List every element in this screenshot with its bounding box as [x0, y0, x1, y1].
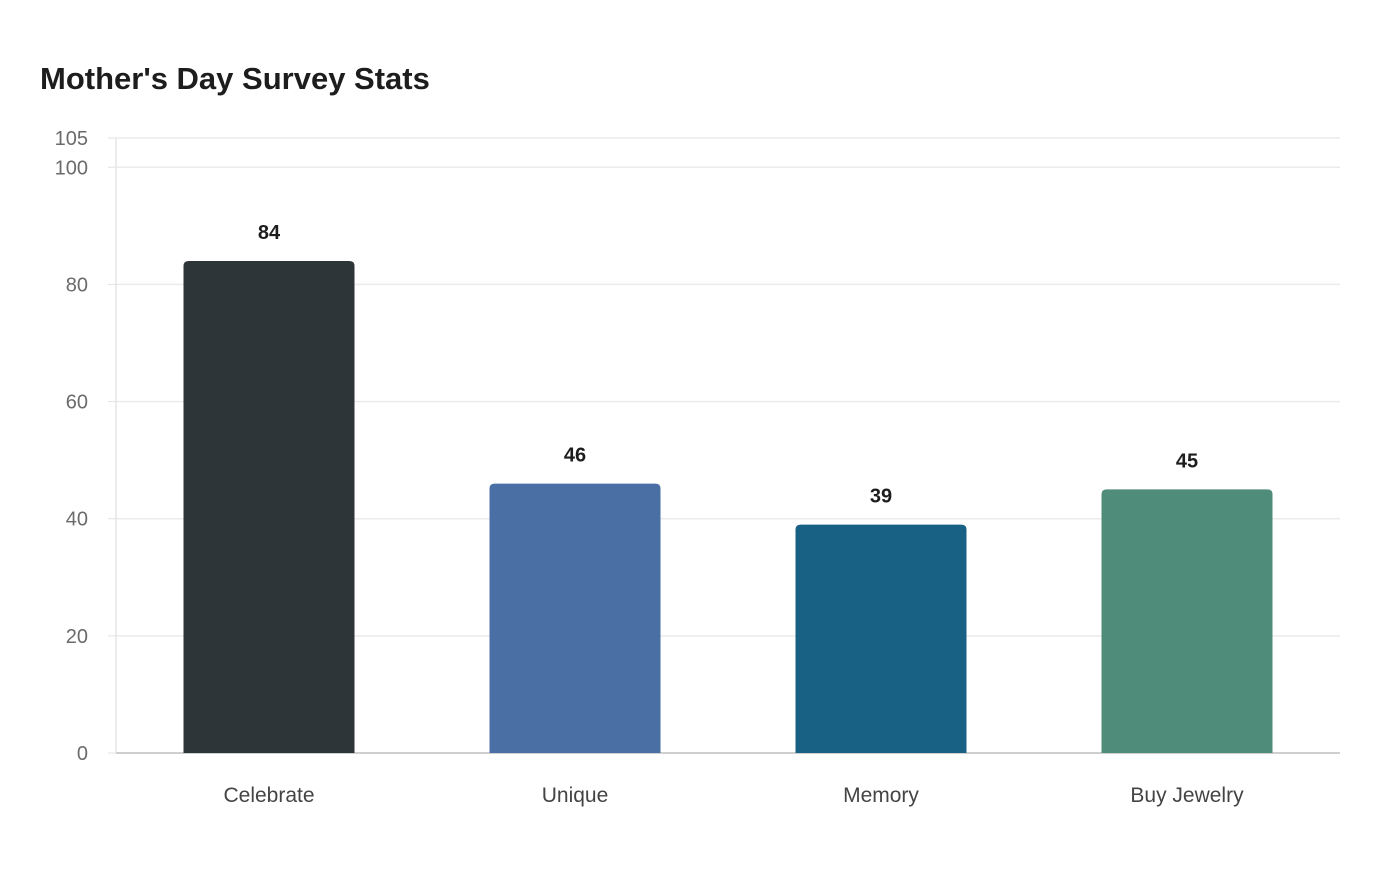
y-tick-label: 100: [55, 157, 88, 179]
y-tick-label: 20: [66, 626, 88, 648]
data-label: 84: [258, 222, 281, 244]
y-tick-label: 105: [55, 128, 88, 150]
x-tick-label: Buy Jewelry: [1130, 784, 1244, 807]
x-tick-label: Memory: [843, 784, 919, 807]
bar-unique: [489, 483, 661, 753]
bars: [183, 261, 1273, 753]
x-tick-label: Celebrate: [223, 784, 314, 807]
data-label: 46: [564, 445, 586, 467]
data-label: 39: [870, 486, 892, 508]
bar-memory: [795, 524, 967, 753]
y-tick-label: 0: [77, 743, 88, 765]
data-label: 45: [1176, 450, 1198, 472]
bar-celebrate: [183, 261, 355, 753]
x-tick-label: Unique: [542, 784, 609, 807]
bar-buy-jewelry: [1101, 489, 1273, 753]
y-tick-label: 40: [66, 509, 88, 531]
y-tick-label: 80: [66, 274, 88, 296]
labels: 0 20 40 60 80 100 105 84 Celebrate 46 Unique 39 Memo…: [55, 128, 1244, 807]
y-tick-label: 60: [66, 392, 88, 414]
chart-title: Mother's Day Survey Stats: [40, 61, 430, 96]
